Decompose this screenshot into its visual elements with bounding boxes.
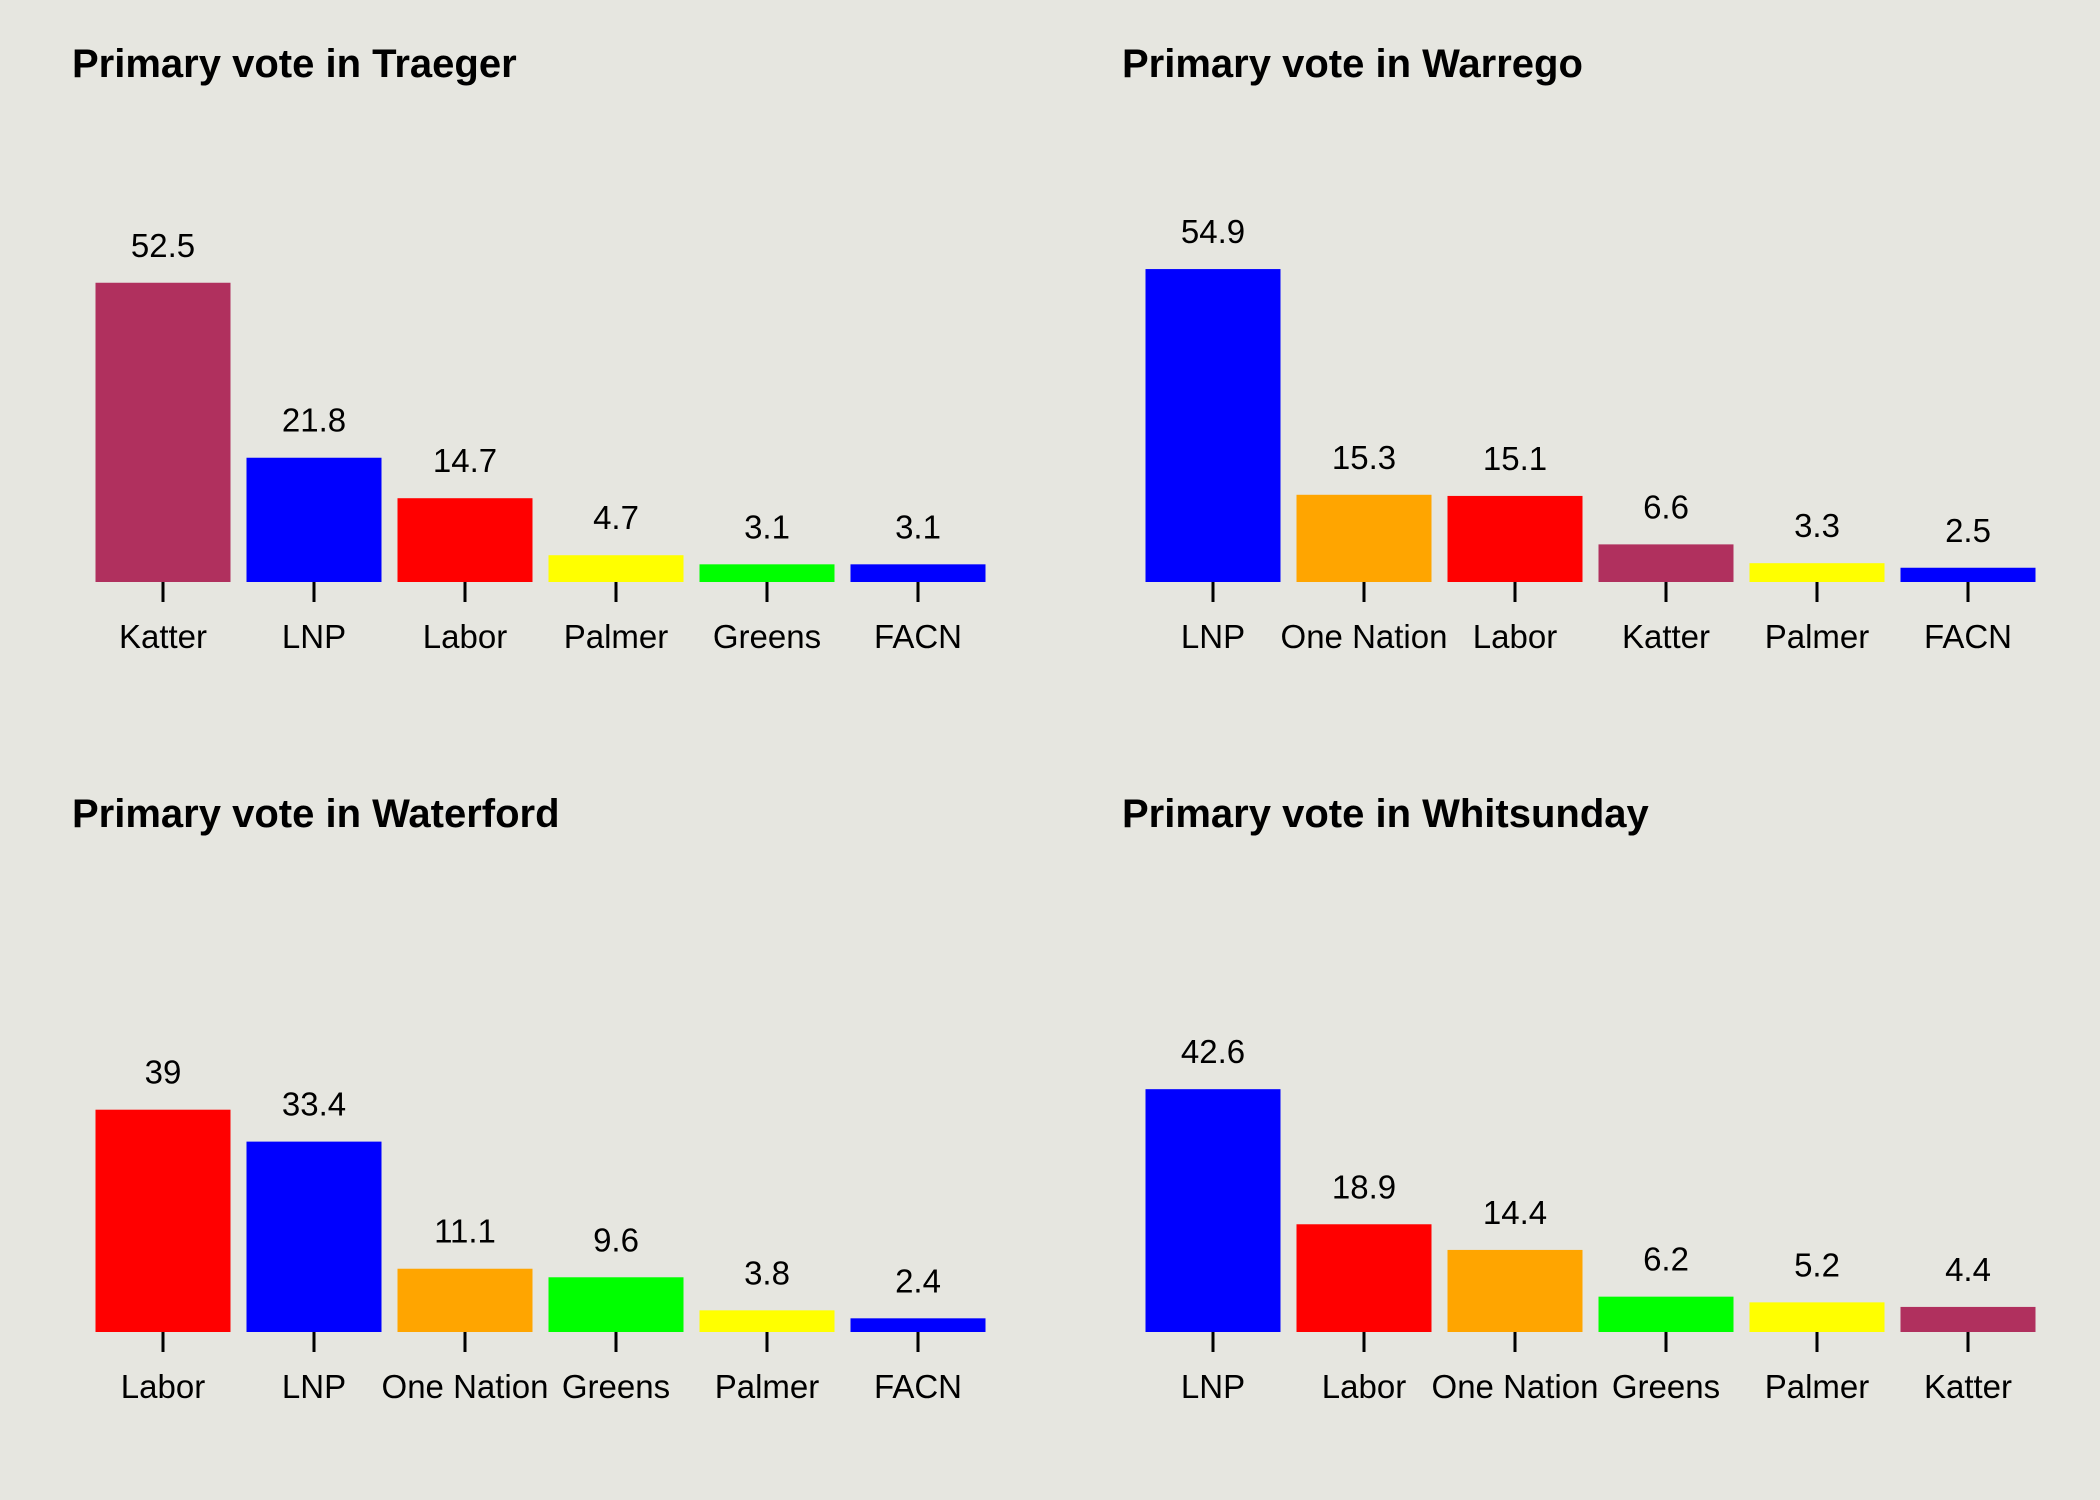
value-label-facn: 3.1 <box>895 508 941 545</box>
x-tick-label-palmer: Palmer <box>564 618 669 655</box>
x-tick-label-palmer: Palmer <box>1765 1368 1870 1405</box>
bar-lnp <box>246 1141 382 1332</box>
bar-katter <box>1598 544 1734 582</box>
x-tick-label-greens: Greens <box>713 618 821 655</box>
x-tick-label-palmer: Palmer <box>1765 618 1870 655</box>
value-label-katter: 6.6 <box>1643 488 1689 525</box>
bar-one-nation <box>397 1268 533 1332</box>
bar-lnp <box>1145 1089 1281 1332</box>
bar-lnp <box>1145 269 1281 582</box>
value-label-greens: 6.2 <box>1643 1241 1689 1278</box>
x-tick-label-katter: Katter <box>119 618 207 655</box>
bar-facn <box>850 564 986 582</box>
bar-palmer <box>1749 1302 1885 1332</box>
value-label-facn: 2.4 <box>895 1262 941 1299</box>
x-tick-label-lnp: LNP <box>1181 1368 1245 1405</box>
value-label-palmer: 4.7 <box>593 499 639 536</box>
chart-panel-waterford: Primary vote in Waterford 39 Labor 33.4 LNP… <box>0 750 1050 1500</box>
value-label-lnp: 33.4 <box>282 1086 346 1123</box>
x-tick-label-facn: FACN <box>1924 618 2012 655</box>
value-label-labor: 39 <box>145 1054 182 1091</box>
value-label-facn: 2.5 <box>1945 512 1991 549</box>
x-tick-label-labor: Labor <box>121 1368 205 1405</box>
bar-labor <box>1447 495 1583 582</box>
x-tick-label-greens: Greens <box>1612 1368 1720 1405</box>
x-tick-label-lnp: LNP <box>282 1368 346 1405</box>
x-tick-label-greens: Greens <box>562 1368 670 1405</box>
value-label-one-nation: 11.1 <box>434 1213 496 1250</box>
value-label-labor: 15.1 <box>1483 440 1547 477</box>
bar-katter <box>1900 1306 2036 1332</box>
value-label-katter: 4.4 <box>1945 1251 1991 1288</box>
value-label-palmer: 5.2 <box>1794 1246 1840 1283</box>
bar-greens <box>1598 1296 1734 1332</box>
chart-title: Primary vote in Traeger <box>72 42 517 86</box>
x-tick-label-labor: Labor <box>1473 618 1557 655</box>
bar-palmer <box>548 555 684 582</box>
value-label-lnp: 54.9 <box>1181 213 1245 250</box>
value-label-katter: 52.5 <box>131 227 195 264</box>
bar-chart-whitsunday: 42.6 LNP 18.9 Labor 14.4 One Nation 6.2 Greens 5… <box>1145 1033 2036 1405</box>
bar-chart-waterford: 39 Labor 33.4 LNP 11.1 One Nation 9.6 Greens 3.8… <box>95 1054 986 1405</box>
bar-one-nation <box>1447 1249 1583 1332</box>
bar-lnp <box>246 457 382 582</box>
bar-katter <box>95 282 231 582</box>
x-tick-label-lnp: LNP <box>1181 618 1245 655</box>
value-label-greens: 3.1 <box>744 508 790 545</box>
chart-title: Primary vote in Whitsunday <box>1122 792 1649 836</box>
value-label-palmer: 3.3 <box>1794 507 1840 544</box>
value-label-one-nation: 15.3 <box>1332 439 1396 476</box>
bar-labor <box>95 1109 231 1332</box>
bar-palmer <box>699 1310 835 1332</box>
bar-chart-traeger: 52.5 Katter 21.8 LNP 14.7 Labor 4.7 Palmer 3.1 Gr… <box>95 227 986 655</box>
value-label-lnp: 42.6 <box>1181 1033 1245 1070</box>
x-tick-label-facn: FACN <box>874 1368 962 1405</box>
bar-labor <box>397 498 533 582</box>
x-tick-label-labor: Labor <box>423 618 507 655</box>
chart-panel-whitsunday: Primary vote in Whitsunday 42.6 LNP 18.9 La… <box>1050 750 2100 1500</box>
x-tick-label-one-nation: One Nation <box>382 1368 549 1405</box>
value-label-greens: 9.6 <box>593 1221 639 1258</box>
chart-title: Primary vote in Waterford <box>72 792 560 836</box>
value-label-palmer: 3.8 <box>744 1254 790 1291</box>
x-tick-label-labor: Labor <box>1322 1368 1406 1405</box>
x-tick-label-palmer: Palmer <box>715 1368 820 1405</box>
value-label-lnp: 21.8 <box>282 402 346 439</box>
x-tick-label-lnp: LNP <box>282 618 346 655</box>
x-tick-label-one-nation: One Nation <box>1281 618 1448 655</box>
bar-facn <box>1900 567 2036 582</box>
bar-chart-warrego: 54.9 LNP 15.3 One Nation 15.1 Labor 6.6 Katter 3… <box>1145 213 2036 655</box>
x-tick-label-facn: FACN <box>874 618 962 655</box>
value-label-one-nation: 14.4 <box>1483 1194 1547 1231</box>
value-label-labor: 18.9 <box>1332 1168 1396 1205</box>
bar-facn <box>850 1318 986 1332</box>
bar-one-nation <box>1296 494 1432 582</box>
bar-greens <box>548 1277 684 1332</box>
chart-panel-warrego: Primary vote in Warrego 54.9 LNP 15.3 One N… <box>1050 0 2100 750</box>
chart-title: Primary vote in Warrego <box>1122 42 1583 86</box>
x-tick-label-katter: Katter <box>1622 618 1710 655</box>
x-tick-label-one-nation: One Nation <box>1432 1368 1599 1405</box>
value-label-labor: 14.7 <box>433 442 497 479</box>
bar-palmer <box>1749 563 1885 582</box>
chart-panel-traeger: Primary vote in Traeger 52.5 Katter 21.8 LN… <box>0 0 1050 750</box>
x-tick-label-katter: Katter <box>1924 1368 2012 1405</box>
bar-labor <box>1296 1224 1432 1332</box>
bar-greens <box>699 564 835 582</box>
